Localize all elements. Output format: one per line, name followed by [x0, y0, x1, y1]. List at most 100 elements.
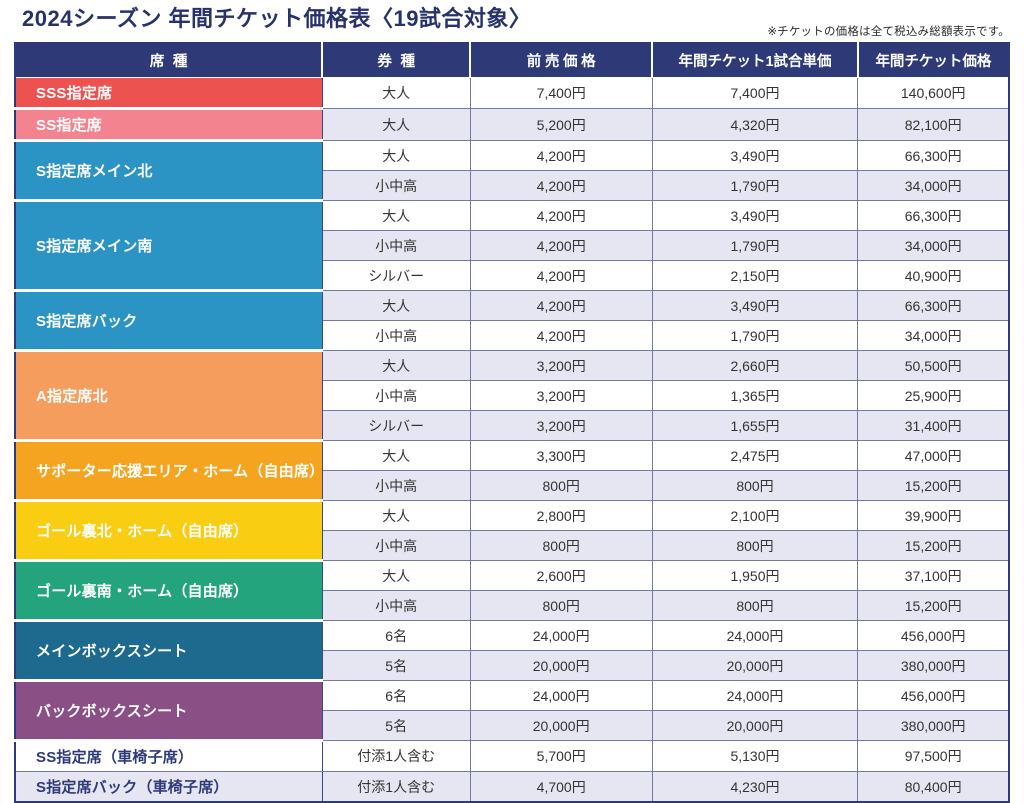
- table-row: SS指定席 大人 5,200円 4,320円 82,100円: [14, 108, 1010, 142]
- annual-price-cell: 37,100円: [857, 560, 1010, 591]
- header-seat-type: 席種: [15, 43, 324, 78]
- table-body: SSS指定席 大人 7,400円 7,400円 140,600円 SS指定席 大人 5,200…: [14, 77, 1010, 803]
- annual-price-cell: 31,400円: [857, 410, 1010, 441]
- annual-price-cell: 34,000円: [857, 170, 1010, 201]
- per-game-price-cell: 1,950円: [651, 560, 859, 591]
- advance-price-cell: 4,200円: [469, 320, 653, 351]
- advance-price-cell: 2,600円: [469, 560, 653, 591]
- ticket-type-cell: 小中高: [321, 530, 471, 561]
- annual-price-cell: 34,000円: [857, 230, 1010, 261]
- per-game-price-cell: 2,660円: [651, 350, 859, 381]
- advance-price-cell: 7,400円: [469, 77, 653, 109]
- table-row: 小中高 4,200円 1,790円 34,000円: [15, 320, 1010, 351]
- per-game-price-cell: 5,130円: [651, 740, 859, 772]
- table-row: 小中高 800円 800円 15,200円: [15, 590, 1010, 621]
- header-per-game-price: 年間チケット1試合単価: [652, 43, 859, 78]
- ticket-type-cell: 大人: [321, 108, 471, 141]
- page-title: 2024シーズン 年間チケット価格表〈19試合対象〉: [22, 6, 532, 31]
- annual-price-cell: 380,000円: [857, 710, 1010, 741]
- table-row: S指定席バック（車椅子席） 付添1人含む 4,700円 4,230円 80,400円: [14, 771, 1010, 803]
- ticket-type-cell: シルバー: [321, 260, 471, 291]
- table-row: バックボックスシート 6名 24,000円 24,000円 456,000円: [14, 680, 1010, 742]
- table-row: ゴール裏南・ホーム（自由席） 大人 2,600円 1,950円 37,100円: [14, 560, 1010, 622]
- ticket-type-cell: 大人: [321, 290, 471, 321]
- annual-price-cell: 456,000円: [857, 620, 1010, 651]
- seat-type-cell: サポーター応援エリア・ホーム（自由席）: [14, 440, 324, 502]
- annual-price-cell: 50,500円: [857, 350, 1010, 381]
- ticket-type-cell: 小中高: [321, 170, 471, 201]
- advance-price-cell: 20,000円: [469, 650, 653, 681]
- table-header: 席種 券種 前売価格 年間チケット1試合単価 年間チケット価格: [15, 43, 1009, 78]
- table-row: 小中高 4,200円 1,790円 34,000円: [15, 230, 1010, 261]
- advance-price-cell: 4,200円: [469, 140, 653, 171]
- per-game-price-cell: 1,655円: [651, 410, 859, 441]
- per-game-price-cell: 800円: [651, 530, 859, 561]
- ticket-type-cell: 付添1人含む: [321, 771, 471, 803]
- per-game-price-cell: 24,000円: [651, 680, 859, 711]
- per-game-price-cell: 1,365円: [651, 380, 859, 411]
- ticket-type-cell: 大人: [321, 440, 471, 471]
- advance-price-cell: 5,700円: [469, 740, 653, 772]
- advance-price-cell: 5,200円: [469, 108, 653, 141]
- seat-type-cell: ゴール裏北・ホーム（自由席）: [14, 500, 323, 562]
- table-row: SS指定席（車椅子席） 付添1人含む 5,700円 5,130円 97,500円: [14, 740, 1010, 772]
- seat-type-cell: S指定席メイン北: [14, 140, 323, 202]
- annual-price-cell: 15,200円: [857, 590, 1010, 621]
- table-row: A指定席北 大人 3,200円 2,660円 50,500円: [14, 350, 1010, 442]
- seat-type-cell: SS指定席: [14, 108, 323, 142]
- table-row: 小中高 4,200円 1,790円 34,000円: [15, 170, 1010, 201]
- table-row: 小中高 3,200円 1,365円 25,900円: [15, 380, 1010, 411]
- annual-price-cell: 97,500円: [857, 740, 1010, 772]
- seat-type-cell: メインボックスシート: [14, 620, 323, 682]
- advance-price-cell: 800円: [469, 530, 653, 561]
- advance-price-cell: 800円: [469, 590, 653, 621]
- price-table: 席種 券種 前売価格 年間チケット1試合単価 年間チケット価格 SSS指定席 大人…: [14, 42, 1010, 803]
- table-row: 5名 20,000円 20,000円 380,000円: [15, 650, 1010, 681]
- advance-price-cell: 4,200円: [469, 260, 653, 291]
- advance-price-cell: 20,000円: [469, 710, 653, 741]
- per-game-price-cell: 1,790円: [651, 170, 859, 201]
- per-game-price-cell: 2,475円: [651, 440, 859, 471]
- advance-price-cell: 2,800円: [469, 500, 653, 531]
- per-game-price-cell: 2,100円: [651, 500, 859, 531]
- advance-price-cell: 4,200円: [469, 200, 653, 231]
- advance-price-cell: 3,200円: [469, 350, 653, 381]
- per-game-price-cell: 24,000円: [651, 620, 859, 651]
- annual-price-cell: 66,300円: [857, 140, 1010, 171]
- ticket-type-cell: 小中高: [321, 380, 471, 411]
- annual-price-cell: 15,200円: [857, 530, 1010, 561]
- header-ticket-type: 券種: [322, 43, 472, 78]
- annual-price-cell: 380,000円: [857, 650, 1010, 681]
- per-game-price-cell: 4,320円: [651, 108, 859, 141]
- annual-price-cell: 15,200円: [857, 470, 1010, 501]
- ticket-type-cell: 小中高: [321, 320, 471, 351]
- table-row: 小中高 800円 800円 15,200円: [15, 530, 1010, 561]
- seat-type-cell: ゴール裏南・ホーム（自由席）: [14, 560, 323, 622]
- per-game-price-cell: 4,230円: [651, 771, 859, 803]
- table-row: SSS指定席 大人 7,400円 7,400円 140,600円: [14, 77, 1010, 110]
- per-game-price-cell: 20,000円: [651, 650, 859, 681]
- per-game-price-cell: 3,490円: [651, 140, 859, 171]
- annual-price-cell: 47,000円: [857, 440, 1010, 471]
- ticket-type-cell: 大人: [321, 140, 471, 171]
- table-row: シルバー 4,200円 2,150円 40,900円: [15, 260, 1010, 291]
- ticket-type-cell: 5名: [321, 650, 471, 681]
- ticket-type-cell: 6名: [321, 620, 471, 651]
- ticket-type-cell: 大人: [321, 350, 471, 381]
- table-row: S指定席メイン南 大人 4,200円 3,490円 66,300円: [14, 200, 1010, 292]
- title-bar: 2024シーズン 年間チケット価格表〈19試合対象〉 ※チケットの価格は全て税込…: [22, 6, 1010, 40]
- seat-type-cell: S指定席バック（車椅子席）: [14, 771, 323, 803]
- ticket-type-cell: 大人: [321, 500, 471, 531]
- ticket-type-cell: シルバー: [321, 410, 471, 441]
- table-row: メインボックスシート 6名 24,000円 24,000円 456,000円: [14, 620, 1010, 682]
- ticket-type-cell: 大人: [321, 77, 471, 109]
- ticket-type-cell: 小中高: [321, 230, 471, 261]
- per-game-price-cell: 3,490円: [651, 200, 859, 231]
- header-annual-price: 年間チケット価格: [857, 43, 1009, 78]
- seat-type-cell: S指定席バック: [14, 290, 323, 352]
- table-row: ゴール裏北・ホーム（自由席） 大人 2,800円 2,100円 39,900円: [14, 500, 1010, 562]
- tax-note: ※チケットの価格は全て税込み総額表示です。: [767, 26, 1010, 38]
- seat-type-cell: SS指定席（車椅子席）: [14, 740, 323, 772]
- advance-price-cell: 24,000円: [469, 620, 653, 651]
